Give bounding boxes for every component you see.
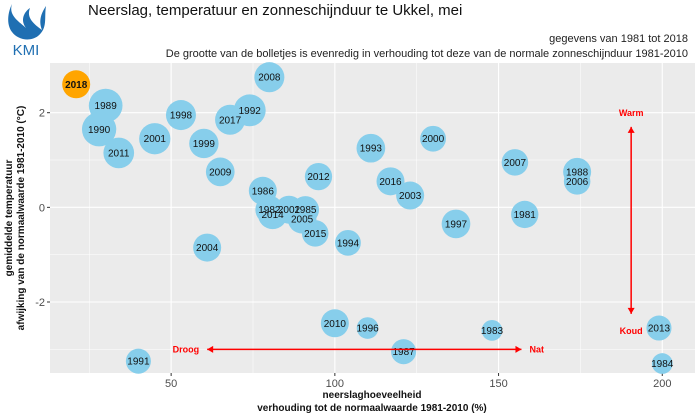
grid-lines xyxy=(50,63,695,373)
bubble-label-1993: 1993 xyxy=(360,144,383,155)
bubble-2000 xyxy=(420,125,446,152)
kmi-logo-text: KMI xyxy=(13,42,40,58)
bubble-label-2018: 2018 xyxy=(65,80,88,91)
bubble-2009 xyxy=(205,157,235,187)
bubble-label-1996: 1996 xyxy=(356,324,379,335)
bubble-label-2007: 2007 xyxy=(504,158,527,169)
bubble-1984 xyxy=(651,353,673,374)
bubble-2003 xyxy=(396,181,425,210)
data-points xyxy=(62,62,673,374)
bubble-2006 xyxy=(563,168,591,195)
bubble-1990 xyxy=(81,112,117,147)
annotation-droog: Droog xyxy=(173,344,200,354)
bubble-1994 xyxy=(335,229,361,256)
bubble-2018 xyxy=(62,70,91,99)
annotation-layer: Warm Koud Droog Nat xyxy=(173,108,644,354)
bubble-label-2016: 2016 xyxy=(379,177,402,188)
bubble-label-1994: 1994 xyxy=(337,238,360,249)
arrow-head-icon xyxy=(627,126,635,133)
bubble-1999 xyxy=(189,128,219,159)
bubble-label-1983: 1983 xyxy=(481,326,504,337)
bubble-2001 xyxy=(139,123,171,155)
bubble-1981 xyxy=(511,200,539,229)
bubble-1983 xyxy=(481,320,503,341)
bubble-label-1988: 1988 xyxy=(566,167,589,178)
bubble-2008 xyxy=(254,62,285,93)
bubble-1997 xyxy=(441,209,471,239)
y-tick-label: 2 xyxy=(39,108,45,120)
x-tick-label: 50 xyxy=(165,378,177,390)
bubble-label-2013: 2013 xyxy=(648,324,671,335)
chart-subtitle-bubble-note: De grootte van de bolletjes is evenredig… xyxy=(165,48,688,60)
bubble-label-2009: 2009 xyxy=(209,167,232,178)
arrow-head-icon xyxy=(515,345,522,353)
bubble-label-1989: 1989 xyxy=(95,101,118,112)
bubble-1993 xyxy=(356,133,386,163)
bubble-label-1998: 1998 xyxy=(170,111,193,122)
bubble-2017 xyxy=(215,104,246,135)
bubble-label-1984: 1984 xyxy=(651,359,674,370)
bubble-1998 xyxy=(165,100,196,131)
bubble-label-1985: 1985 xyxy=(294,205,317,216)
bubble-label-2017: 2017 xyxy=(219,115,242,126)
bubble-2007 xyxy=(501,149,529,176)
bubble-1987 xyxy=(391,339,417,365)
y-axis-label-line1: gemiddelde temperatuur xyxy=(4,160,15,277)
y-tick-label: -2 xyxy=(35,297,45,309)
bubble-label-2001: 2001 xyxy=(144,134,167,145)
x-axis-label-line2: verhouding tot de normaalwaarde 1981-201… xyxy=(257,403,487,414)
bubble-label-2011: 2011 xyxy=(108,148,130,159)
bubble-label-1997: 1997 xyxy=(445,219,468,230)
annotation-koud: Koud xyxy=(620,326,643,336)
bubble-2004 xyxy=(193,233,222,262)
bubble-label-2006: 2006 xyxy=(566,177,589,188)
x-tick-label: 150 xyxy=(489,378,507,390)
bubble-1991 xyxy=(125,348,151,374)
bubble-2011 xyxy=(103,137,135,169)
bubble-1996 xyxy=(356,317,379,339)
bubble-label-2012: 2012 xyxy=(307,172,330,183)
kmi-logo-wave-icon xyxy=(8,4,46,40)
y-axis-label-line2: afwijking van de normaalwaarde 1981-2010… xyxy=(16,106,27,331)
bubble-2012 xyxy=(304,162,333,191)
x-tick-label: 200 xyxy=(653,378,671,390)
axis-ticks: 50 100 150 200 -2 0 2 xyxy=(35,108,671,390)
y-tick-label: 0 xyxy=(39,202,45,214)
bubble-label-2005: 2005 xyxy=(291,215,314,226)
bubble-label-1987: 1987 xyxy=(392,347,415,358)
chart-subtitle-period: gegevens van 1981 tot 2018 xyxy=(549,33,688,45)
bubble-label-1990: 1990 xyxy=(88,125,111,136)
arrow-head-icon xyxy=(207,345,214,353)
annotation-nat: Nat xyxy=(529,344,544,354)
annotation-warm: Warm xyxy=(619,108,644,118)
bubble-label-1986: 1986 xyxy=(252,186,275,197)
bubble-label-2014: 2014 xyxy=(262,210,285,221)
bubble-2013 xyxy=(646,315,672,341)
bubble-2010 xyxy=(320,309,349,338)
bubble-2016 xyxy=(376,167,405,196)
bubble-label-1982: 1982 xyxy=(258,205,281,216)
bubble-label-1992: 1992 xyxy=(239,106,262,117)
bubble-label-2015: 2015 xyxy=(304,229,327,240)
bubble-label-2003: 2003 xyxy=(399,191,422,202)
bubble-label-1991: 1991 xyxy=(127,357,150,368)
x-tick-label: 100 xyxy=(326,378,344,390)
arrow-head-icon xyxy=(627,307,635,314)
bubble-label-2010: 2010 xyxy=(324,319,347,330)
bubble-label-1981: 1981 xyxy=(514,210,537,221)
bubble-label-1999: 1999 xyxy=(193,139,216,150)
chart-title: Neerslag, temperatuur en zonneschijnduur… xyxy=(88,2,463,19)
bubble-label-2004: 2004 xyxy=(196,243,219,254)
x-axis-label-line1: neerslaghoeveelheid xyxy=(323,390,422,401)
bubble-label-2000: 2000 xyxy=(422,134,445,145)
bubble-2015 xyxy=(301,220,329,247)
bubble-label-2008: 2008 xyxy=(258,73,281,84)
bubble-label-2002: 2002 xyxy=(278,205,301,216)
kmi-logo: KMI xyxy=(8,4,46,58)
